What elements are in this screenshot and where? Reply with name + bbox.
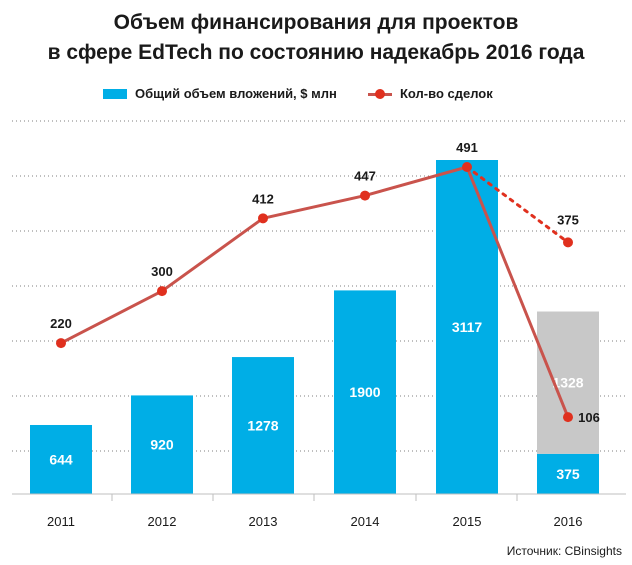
x-tick-label-2013: 2013 bbox=[249, 514, 278, 529]
deals-point-2014 bbox=[360, 190, 370, 201]
deals-point-2013 bbox=[258, 213, 268, 224]
deals-point-2011 bbox=[56, 338, 66, 349]
deals-point-2016 bbox=[563, 412, 573, 423]
bar-label-2015: 3117 bbox=[452, 319, 483, 335]
bar-2012 bbox=[131, 395, 193, 494]
bar-2013 bbox=[232, 357, 294, 494]
deals-point-label-2013: 412 bbox=[252, 191, 274, 206]
deals-point-label-2016: 106 bbox=[578, 410, 600, 425]
bar-label-2016: 375 bbox=[556, 466, 580, 482]
deals-point-2015 bbox=[462, 161, 472, 172]
bar-label-2014: 1900 bbox=[349, 384, 380, 400]
legend-bar-swatch bbox=[103, 88, 127, 99]
deals-point-label-2012: 300 bbox=[151, 264, 173, 279]
x-tick-label-2016: 2016 bbox=[554, 514, 583, 529]
chart-title-line-1: Объем финансирования для проектов bbox=[113, 11, 519, 34]
x-tick-label-2015: 2015 bbox=[453, 514, 482, 529]
legend-item-investment: Общий объем вложений, $ млн bbox=[103, 86, 337, 101]
legend-item-deals: Кол-во сделок bbox=[368, 86, 493, 101]
chart-legend: Общий объем вложений, $ млн Кол-во сдело… bbox=[0, 86, 632, 108]
chart-title: Объем финансирования для проектов в сфер… bbox=[0, 8, 632, 68]
bar-label-2012: 920 bbox=[150, 437, 174, 453]
deals-line bbox=[60, 165, 570, 418]
bar-2011 bbox=[30, 424, 92, 494]
legend-line-swatch bbox=[368, 88, 392, 99]
legend-label-deals: Кол-во сделок bbox=[400, 86, 493, 101]
deals-point-label-2014: 447 bbox=[354, 169, 376, 184]
x-tick-label-2012: 2012 bbox=[148, 514, 177, 529]
bar-label-2013: 1278 bbox=[247, 418, 278, 434]
chart-title-line-2: в сфере EdTech по состоянию надекабрь 20… bbox=[47, 41, 585, 64]
x-tick-label-2014: 2014 bbox=[351, 514, 380, 529]
deals-point-2012 bbox=[157, 286, 167, 297]
bar-2016 bbox=[537, 453, 599, 494]
x-tick-label-2011: 2011 bbox=[47, 514, 75, 529]
deals-dotted-point-2016 bbox=[563, 237, 573, 248]
deals-line-dotted bbox=[465, 165, 570, 244]
deals-dotted-label-2016: 375 bbox=[557, 212, 579, 227]
bar-label-2011: 644 bbox=[49, 451, 73, 467]
source-note: Источник: CBinsights bbox=[506, 544, 622, 558]
bar-2014 bbox=[334, 290, 396, 494]
deals-point-label-2011: 220 bbox=[50, 316, 72, 331]
deals-point-label-2015: 491 bbox=[456, 140, 478, 155]
bar-extra-label-2016: 1328 bbox=[552, 375, 583, 391]
legend-label-investment: Общий объем вложений, $ млн bbox=[135, 86, 337, 101]
bar-extra-2016 bbox=[537, 311, 599, 454]
